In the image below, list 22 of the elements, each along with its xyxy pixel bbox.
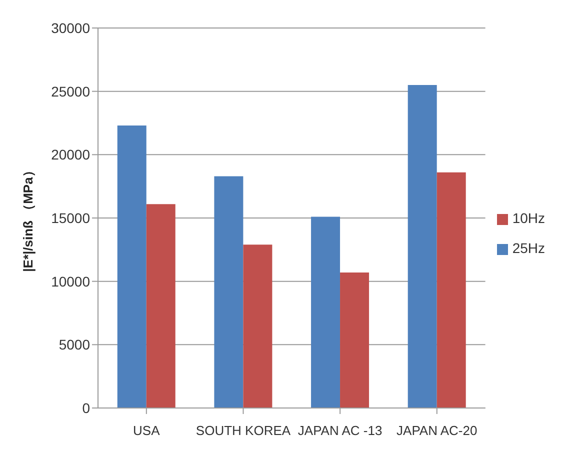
y-tick-label: 20000	[51, 146, 90, 163]
x-tick-label: USA	[133, 423, 160, 438]
bar	[243, 244, 272, 408]
y-tick-label: 15000	[51, 210, 90, 226]
legend-label: 10Hz	[512, 210, 545, 226]
bar	[408, 85, 437, 408]
x-tick-label: SOUTH KOREA	[196, 423, 291, 438]
y-tick-label: 30000	[51, 20, 90, 36]
bar	[146, 204, 176, 408]
bar	[214, 176, 244, 408]
y-tick-label: 5000	[58, 336, 90, 353]
bar	[311, 216, 340, 408]
legend-label: 25Hz	[512, 240, 545, 256]
y-tick-label: 0	[82, 400, 90, 416]
y-tick-label: 25000	[51, 83, 90, 100]
bar	[436, 172, 466, 408]
y-axis-title: |E*|/sinß （MPa）	[20, 164, 36, 272]
bar	[117, 126, 146, 408]
bar	[340, 272, 370, 408]
x-tick-label: JAPAN AC-20	[396, 423, 478, 438]
x-tick-label: JAPAN AC -13	[298, 423, 382, 438]
y-tick-label: 10000	[51, 273, 90, 290]
